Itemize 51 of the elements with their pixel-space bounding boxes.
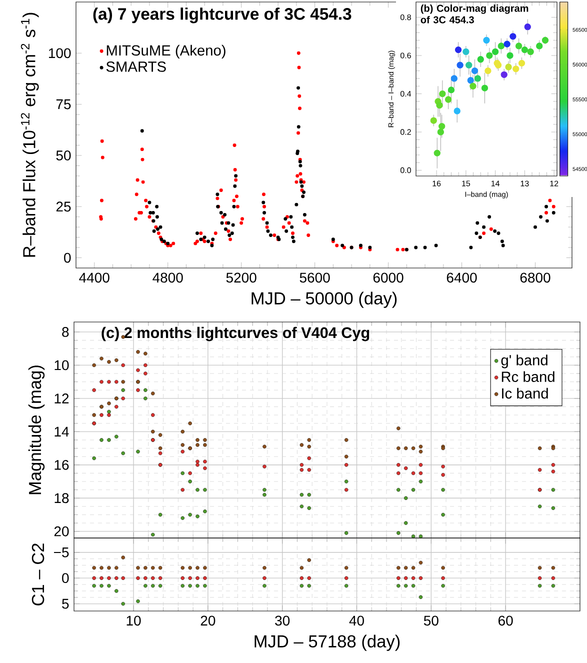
chart-title: (c) 2 months lightcurves of V404 Cyg [102, 326, 370, 342]
y-tick-label: 50 [56, 150, 71, 160]
x-tick-label: 6400 [446, 272, 477, 283]
y-tick-label: 0 [62, 573, 69, 584]
x-tick-label: 13 [520, 180, 529, 186]
y-tick-label: 20 [54, 526, 69, 536]
y-tick-label: 16 [54, 460, 69, 470]
y-tick-label: −5 [54, 548, 69, 558]
x-tick-label: 30 [275, 616, 290, 626]
x-tick-label: 6000 [373, 272, 404, 283]
x-tick-label: 5200 [226, 272, 256, 283]
y-tick-label: 0.8 [400, 14, 411, 20]
y-tick-label: 0.6 [400, 52, 411, 58]
y-tick-label: 75 [56, 99, 71, 110]
y-axis-title: C1 – C2 [32, 544, 44, 606]
x-tick-label: 10 [126, 616, 141, 626]
y-tick-label: 18 [54, 493, 69, 504]
x-tick-label: 60 [498, 616, 513, 626]
y-tick-label: 12 [54, 394, 69, 404]
x-tick-label: 50 [424, 616, 438, 626]
y-tick-label: 0 [64, 252, 71, 263]
y-tick-label: 8 [62, 327, 69, 337]
y-tick-label: 0.2 [400, 129, 411, 135]
x-axis-title: MJD – 57188 (day) [254, 634, 400, 651]
legend-label: Ic band [502, 388, 548, 399]
x-tick-label: 4400 [79, 272, 110, 283]
x-tick-label: 12 [550, 180, 558, 186]
legend-label: Rc band [502, 371, 554, 382]
x-tick-label: 40 [349, 616, 364, 626]
text: (b) Color-mag diagram of 3C 454.3 [420, 4, 528, 24]
y-axis-title: R–band Flux (10$^{-12}$ erg cm$^{-2}$ s$^{-1}$) [20, 12, 39, 257]
y-tick-label: 0.0 [400, 167, 411, 174]
x-tick-label: 4800 [152, 272, 183, 283]
x-tick-label: 14 [491, 180, 500, 186]
y-tick-label: 5 [62, 598, 69, 609]
chart-title: (a) 7 years lightcurve of 3C 454.3 [93, 8, 352, 24]
x-tick-label: 5600 [300, 272, 330, 283]
y-tick-label: 10 [54, 360, 69, 370]
x-tick-label: 20 [200, 616, 216, 626]
x-tick-label: 16 [432, 180, 441, 186]
legend-label: SMARTS [106, 61, 166, 72]
y-tick-label: 25 [56, 202, 71, 212]
y-tick-label: 0.4 [400, 90, 412, 97]
x-tick-label: 6800 [520, 272, 550, 283]
x-axis-title: MJD – 50000 (day) [252, 292, 397, 308]
y-tick-label: 14 [54, 426, 69, 436]
y-tick-label: 100 [48, 48, 71, 58]
legend-label: MITSuME (Akeno) [106, 44, 226, 58]
x-tick-label: 15 [462, 180, 470, 186]
y-axis-title: Magnitude (mag) [28, 366, 45, 494]
legend-label: g' band [501, 354, 548, 368]
